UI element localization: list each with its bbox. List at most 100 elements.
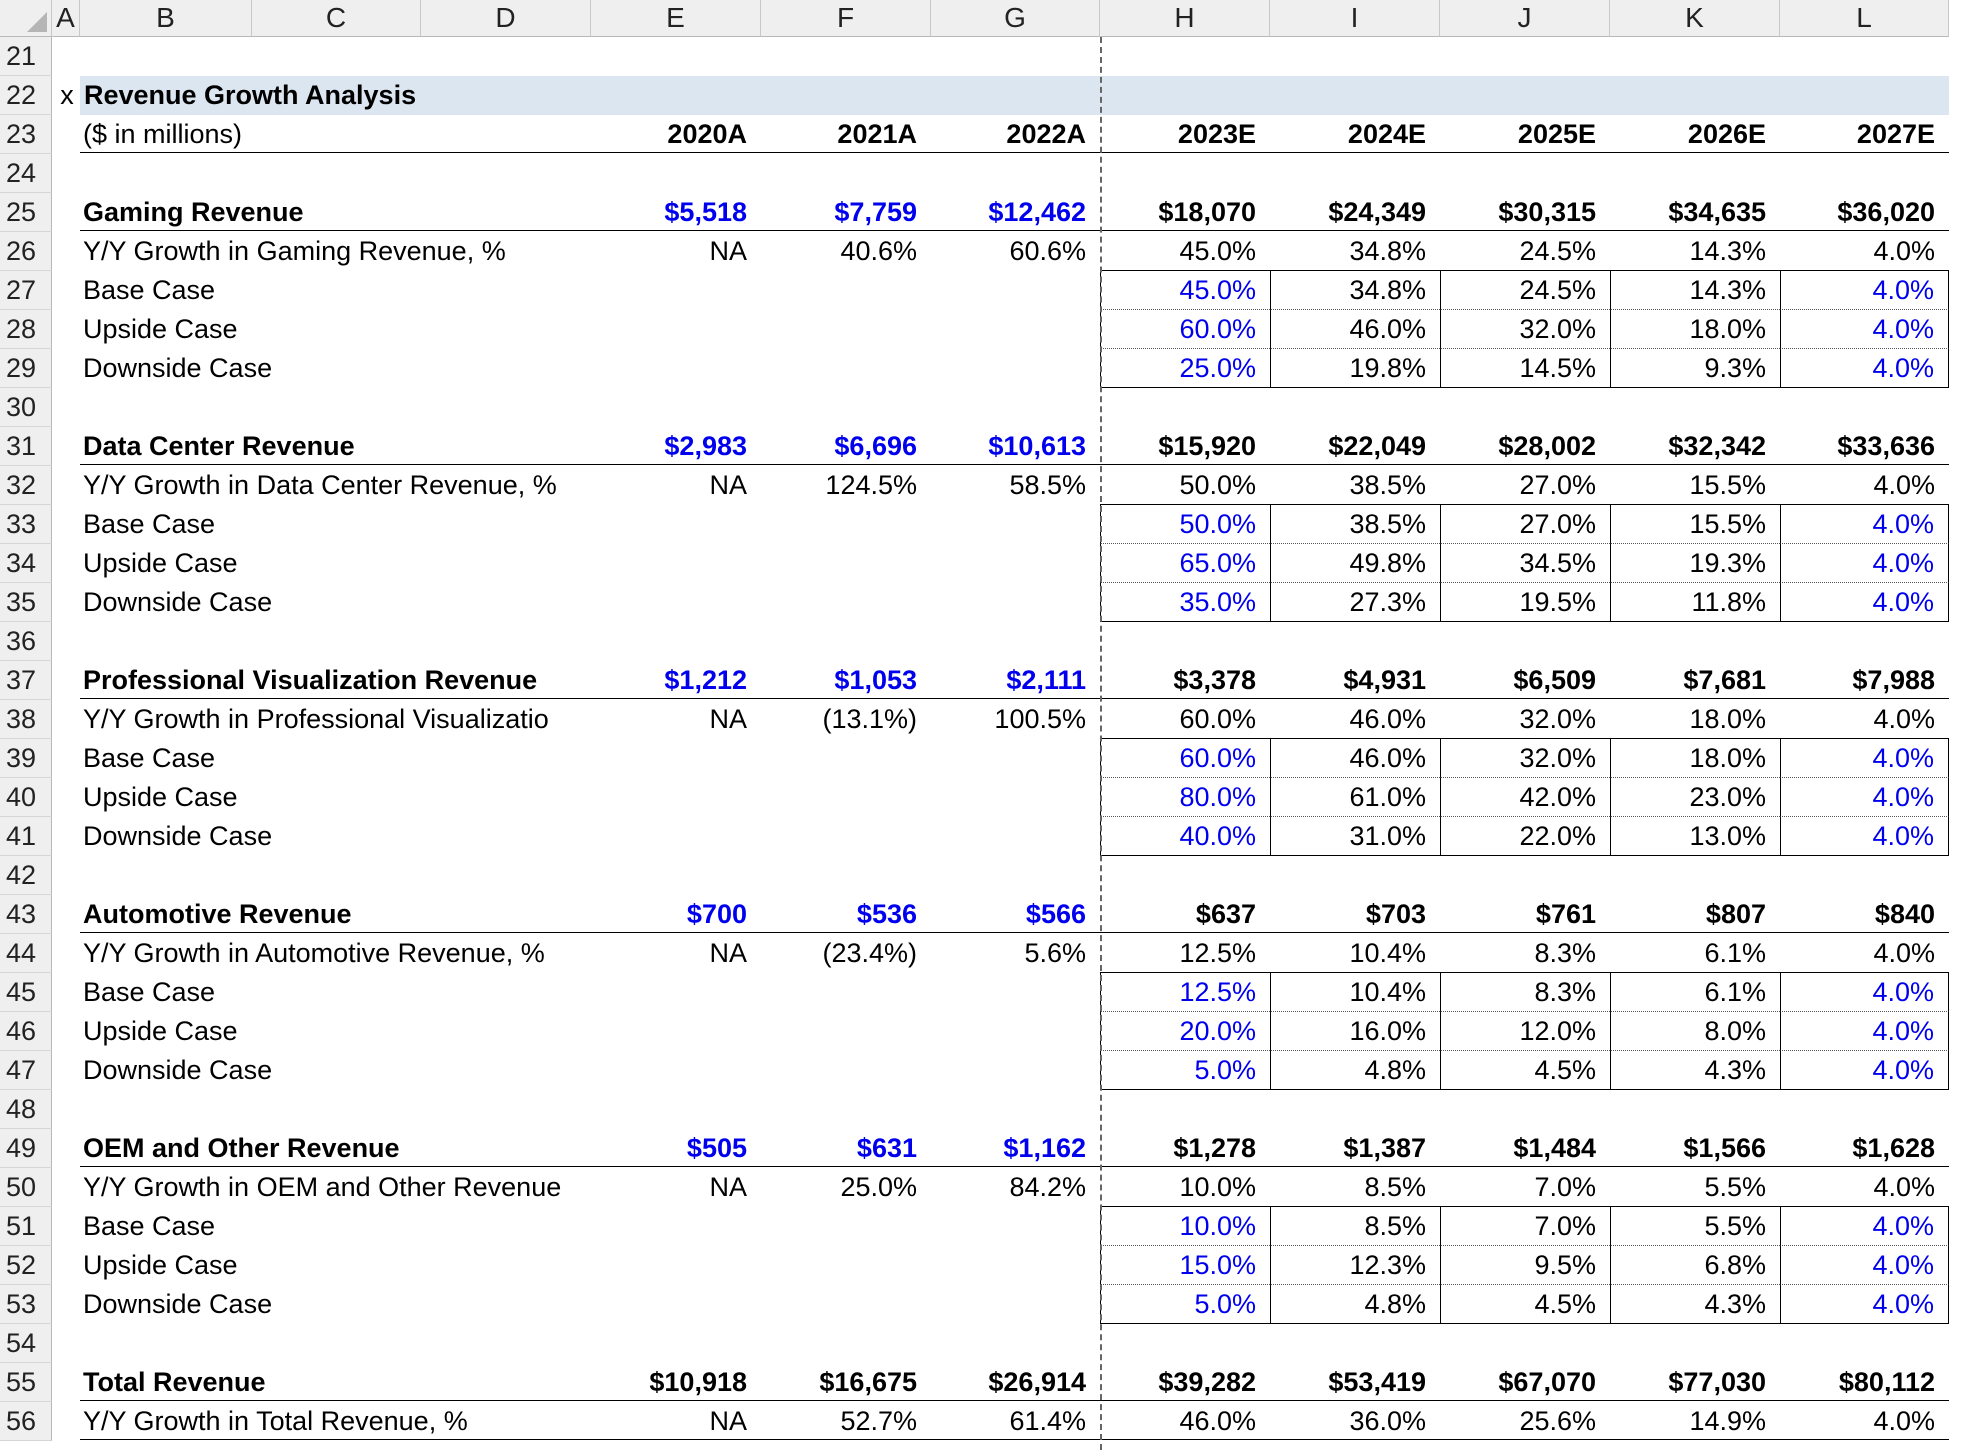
total-growth-value[interactable]: 25.6% [1519,1406,1596,1436]
row-header[interactable]: 41 [0,817,52,856]
revenue-value[interactable]: $7,681 [1683,665,1766,695]
base-case-value[interactable]: 10.0% [1100,1207,1270,1246]
row-label[interactable]: Downside Case [83,1055,273,1085]
growth-value[interactable]: 100.5% [994,704,1086,734]
row-header[interactable]: 32 [0,466,52,505]
downside-case-value[interactable]: 4.5% [1440,1051,1610,1090]
upside-case-value[interactable]: 32.0% [1440,310,1610,349]
growth-value[interactable]: 4.0% [1873,938,1935,968]
revenue-value[interactable]: $761 [1535,899,1596,929]
downside-case-value[interactable]: 5.0% [1100,1051,1270,1090]
growth-value[interactable]: 34.8% [1349,236,1426,266]
column-header-f[interactable]: F [761,0,931,37]
row-header[interactable]: 23 [0,115,52,154]
revenue-value[interactable]: $1,162 [1003,1133,1086,1163]
base-case-value[interactable]: 15.5% [1610,505,1780,544]
total-value[interactable]: $67,070 [1498,1367,1596,1397]
revenue-value[interactable]: $1,212 [664,665,747,695]
row-label[interactable]: Downside Case [83,1289,273,1319]
row-header[interactable]: 40 [0,778,52,817]
upside-case-value[interactable]: 9.5% [1440,1246,1610,1285]
downside-case-value[interactable]: 19.8% [1270,349,1440,388]
revenue-value[interactable]: $33,636 [1837,431,1935,461]
revenue-value[interactable]: $1,387 [1343,1133,1426,1163]
row-label[interactable]: OEM and Other Revenue [83,1133,400,1163]
total-growth-value[interactable]: 46.0% [1179,1406,1256,1436]
revenue-value[interactable]: $10,613 [988,431,1086,461]
total-value[interactable]: $80,112 [1838,1367,1935,1397]
revenue-value[interactable]: $32,342 [1668,431,1766,461]
year-header[interactable]: 2024E [1347,119,1426,149]
downside-case-value[interactable]: 40.0% [1100,817,1270,856]
row-header[interactable]: 28 [0,310,52,349]
row-label[interactable]: Data Center Revenue [83,431,355,461]
row-label[interactable]: Upside Case [83,782,238,812]
column-header-a[interactable]: A [52,0,80,37]
downside-case-value[interactable]: 4.0% [1780,817,1949,856]
downside-case-value[interactable]: 35.0% [1100,583,1270,622]
base-case-value[interactable]: 12.5% [1100,973,1270,1012]
revenue-value[interactable]: $1,484 [1513,1133,1596,1163]
growth-value[interactable]: 45.0% [1179,236,1256,266]
growth-value[interactable]: 10.0% [1179,1172,1256,1202]
row-header[interactable]: 26 [0,232,52,271]
row-label[interactable]: Downside Case [83,353,273,383]
base-case-value[interactable]: 38.5% [1270,505,1440,544]
row-header[interactable]: 38 [0,700,52,739]
row-header[interactable]: 45 [0,973,52,1012]
upside-case-value[interactable]: 15.0% [1100,1246,1270,1285]
revenue-value[interactable]: $505 [686,1133,747,1163]
revenue-value[interactable]: $6,509 [1513,665,1596,695]
revenue-value[interactable]: $1,628 [1852,1133,1935,1163]
growth-value[interactable]: 4.0% [1873,1172,1935,1202]
revenue-value[interactable]: $4,931 [1343,665,1426,695]
upside-case-value[interactable]: 12.3% [1270,1246,1440,1285]
upside-case-value[interactable]: 19.3% [1610,544,1780,583]
revenue-value[interactable]: $12,462 [988,197,1086,227]
year-header[interactable]: 2020A [667,119,747,149]
row-label[interactable]: Automotive Revenue [83,899,352,929]
units-label[interactable]: ($ in millions) [83,119,243,149]
growth-value[interactable]: 60.0% [1179,704,1256,734]
row-label[interactable]: Y/Y Growth in Professional Visualizatio [83,704,549,734]
total-value[interactable]: $39,282 [1158,1367,1256,1397]
growth-value[interactable]: 58.5% [1009,470,1086,500]
downside-case-value[interactable]: 4.5% [1440,1285,1610,1324]
row-label[interactable]: Upside Case [83,1016,238,1046]
downside-case-value[interactable]: 31.0% [1270,817,1440,856]
base-case-value[interactable]: 4.0% [1780,1207,1949,1246]
downside-case-value[interactable]: 4.0% [1780,583,1949,622]
year-header[interactable]: 2021A [837,119,917,149]
base-case-value[interactable]: 18.0% [1610,739,1780,778]
row-header[interactable]: 39 [0,739,52,778]
total-value[interactable]: $10,918 [649,1367,747,1397]
upside-case-value[interactable]: 46.0% [1270,310,1440,349]
row-label[interactable]: Y/Y Growth in OEM and Other Revenue [83,1172,562,1202]
growth-value[interactable]: 5.5% [1704,1172,1766,1202]
downside-case-value[interactable]: 22.0% [1440,817,1610,856]
base-case-value[interactable]: 5.5% [1610,1207,1780,1246]
growth-value[interactable]: NA [709,236,747,266]
upside-case-value[interactable]: 4.0% [1780,1246,1949,1285]
row-label[interactable]: Y/Y Growth in Automotive Revenue, % [83,938,545,968]
base-case-value[interactable]: 4.0% [1780,505,1949,544]
total-growth-value[interactable]: 4.0% [1873,1406,1935,1436]
downside-case-value[interactable]: 4.8% [1270,1285,1440,1324]
revenue-value[interactable]: $7,759 [834,197,917,227]
row-label[interactable]: Downside Case [83,821,273,851]
growth-value[interactable]: 50.0% [1179,470,1256,500]
revenue-value[interactable]: $36,020 [1837,197,1935,227]
total-value[interactable]: $26,914 [988,1367,1086,1397]
growth-value[interactable]: 25.0% [840,1172,917,1202]
growth-value[interactable]: (23.4%) [822,938,917,968]
sheet-title[interactable]: Revenue Growth Analysis [84,80,417,110]
upside-case-value[interactable]: 23.0% [1610,778,1780,817]
upside-case-value[interactable]: 4.0% [1780,544,1949,583]
base-case-value[interactable]: 45.0% [1100,271,1270,310]
growth-value[interactable]: 124.5% [825,470,917,500]
column-header-h[interactable]: H [1100,0,1270,37]
row-header[interactable]: 54 [0,1324,52,1363]
column-header-j[interactable]: J [1440,0,1610,37]
total-growth-value[interactable]: 36.0% [1349,1406,1426,1436]
